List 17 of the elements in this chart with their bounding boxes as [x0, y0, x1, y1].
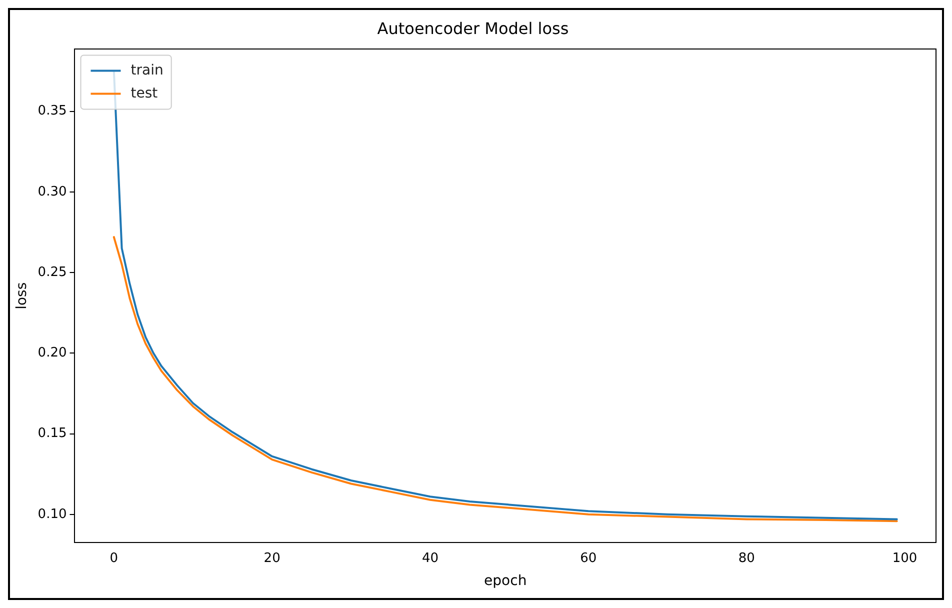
y-axis-title: loss — [14, 282, 30, 310]
y-tick-label: 0.15 — [38, 426, 67, 442]
chart-title: Autoencoder Model loss — [377, 18, 569, 38]
x-tick-label: 80 — [738, 550, 755, 566]
x-tick-label: 60 — [580, 550, 597, 566]
y-tick-label: 0.25 — [38, 264, 67, 280]
legend-label: test — [130, 85, 158, 102]
x-tick-label: 20 — [264, 550, 280, 566]
x-tick-label: 0 — [110, 550, 118, 566]
y-tick-label: 0.30 — [38, 184, 67, 200]
y-tick-label: 0.35 — [38, 104, 67, 119]
x-tick-label: 100 — [892, 550, 918, 566]
x-tick-label: 40 — [422, 550, 439, 566]
x-axis-title: epoch — [484, 573, 527, 590]
legend-label: train — [130, 62, 164, 78]
y-tick-label: 0.10 — [38, 506, 67, 522]
y-tick-label: 0.20 — [38, 346, 67, 361]
